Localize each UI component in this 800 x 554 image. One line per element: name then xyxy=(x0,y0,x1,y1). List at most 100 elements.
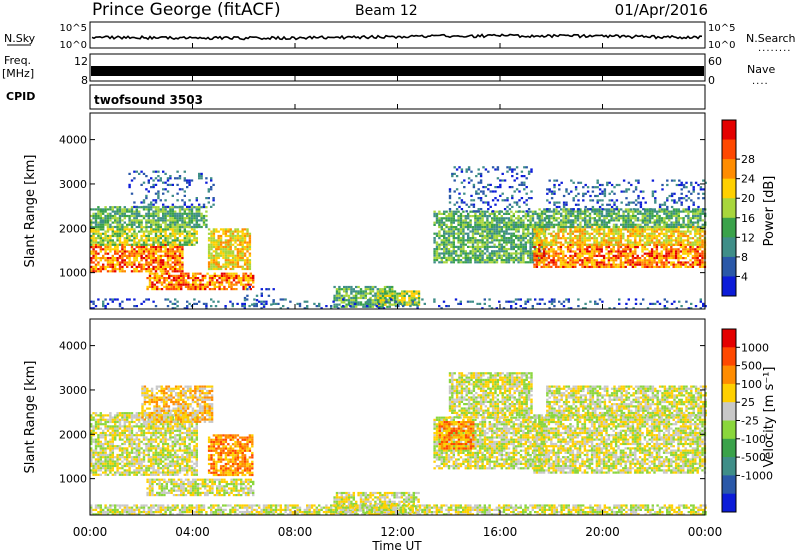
heatmap-cell xyxy=(682,239,685,242)
heatmap-cell xyxy=(174,241,177,244)
heatmap-cell xyxy=(369,288,372,291)
heatmap-cell xyxy=(602,254,606,257)
heatmap-cell xyxy=(670,246,673,249)
heatmap-cell xyxy=(443,243,446,246)
heatmap-cell xyxy=(486,223,489,226)
heatmap-cell xyxy=(157,246,160,249)
heatmap-cell xyxy=(658,243,661,246)
heatmap-cell xyxy=(130,214,134,218)
heatmap-cell xyxy=(511,197,514,200)
heatmap-cell xyxy=(467,212,470,215)
heatmap-cell xyxy=(150,261,153,264)
heatmap-cell xyxy=(128,252,131,255)
heatmap-cell xyxy=(655,257,659,260)
heatmap-cell xyxy=(689,225,692,229)
heatmap-cell xyxy=(564,265,567,268)
heatmap-cell xyxy=(600,263,603,266)
heatmap-cell xyxy=(267,288,271,291)
heatmap-cell xyxy=(462,234,465,237)
heatmap-cell xyxy=(602,259,606,262)
heatmap-cell xyxy=(576,237,579,240)
heatmap-cell xyxy=(169,252,172,255)
heatmap-cell xyxy=(691,228,695,231)
heatmap-cell xyxy=(491,226,494,229)
heatmap-cell xyxy=(391,303,394,306)
heatmap-cell xyxy=(164,252,167,255)
heatmap-cell xyxy=(138,206,141,209)
heatmap-cell xyxy=(615,223,618,226)
heatmap-cell xyxy=(569,259,572,262)
heatmap-cell xyxy=(459,232,463,235)
heatmap-cell xyxy=(171,239,174,242)
heatmap-cell xyxy=(464,215,467,218)
heatmap-cell xyxy=(135,212,138,215)
heatmap-cell xyxy=(398,294,401,297)
heatmap-cell xyxy=(552,243,555,246)
heatmap-cell xyxy=(162,230,165,233)
heatmap-cell xyxy=(538,239,541,242)
heatmap-cell xyxy=(249,283,252,286)
heatmap-cell xyxy=(648,261,651,264)
heatmap-cell xyxy=(206,283,209,286)
heatmap-cell xyxy=(157,248,160,251)
heatmap-cell xyxy=(355,305,358,308)
heatmap-cell xyxy=(655,226,659,229)
heatmap-cell xyxy=(234,245,237,249)
heatmap-cell xyxy=(511,205,514,208)
heatmap-cell xyxy=(338,288,341,291)
heatmap-cell xyxy=(682,223,685,226)
heatmap-cell xyxy=(166,259,170,262)
heatmap-cell xyxy=(471,215,475,218)
heatmap-cell xyxy=(600,241,603,244)
heatmap-cell xyxy=(236,248,240,251)
heatmap-cell xyxy=(218,283,221,286)
heatmap-cell xyxy=(190,232,194,235)
heatmap-cell xyxy=(651,225,654,229)
heatmap-cell xyxy=(215,230,218,233)
heatmap-cell xyxy=(186,234,189,238)
heatmap-cell xyxy=(531,210,535,213)
heatmap-cell xyxy=(663,201,667,204)
heatmap-cell xyxy=(617,228,620,231)
heatmap-cell xyxy=(162,181,165,184)
heatmap-cell xyxy=(608,203,611,206)
heatmap-cell xyxy=(109,219,112,222)
heatmap-cell xyxy=(97,263,100,266)
heatmap-cell xyxy=(564,261,567,264)
heatmap-cell xyxy=(165,279,168,282)
heatmap-cell xyxy=(574,252,577,255)
heatmap-cell xyxy=(391,294,394,297)
heatmap-cell xyxy=(483,237,487,240)
heatmap-cell xyxy=(116,259,119,262)
heatmap-cell xyxy=(201,288,204,291)
heatmap-cell xyxy=(512,245,515,248)
heatmap-cell xyxy=(210,243,213,246)
heatmap-cell xyxy=(192,285,195,288)
heatmap-cell xyxy=(104,246,107,249)
heatmap-cell xyxy=(500,248,503,251)
heatmap-cell xyxy=(672,225,676,229)
heatmap-cell xyxy=(581,250,584,253)
heatmap-cell xyxy=(355,296,358,300)
heatmap-cell xyxy=(467,239,470,242)
heatmap-cell xyxy=(493,261,496,264)
heatmap-cell xyxy=(224,254,228,257)
heatmap-cell xyxy=(629,228,632,231)
heatmap-cell xyxy=(574,210,577,213)
heatmap-cell xyxy=(182,283,185,286)
heatmap-cell xyxy=(102,210,105,213)
heatmap-cell xyxy=(169,243,172,246)
heatmap-cell xyxy=(527,226,530,229)
heatmap-cell xyxy=(486,230,489,233)
heatmap-cell xyxy=(174,232,177,235)
heatmap-cell xyxy=(186,243,189,246)
heatmap-cell xyxy=(569,219,572,222)
heatmap-cell xyxy=(157,228,160,231)
heatmap-cell xyxy=(97,241,100,244)
heatmap-cell xyxy=(627,181,631,184)
heatmap-cell xyxy=(522,230,525,233)
heatmap-cell xyxy=(90,268,93,271)
heatmap-cell xyxy=(123,210,126,213)
heatmap-cell xyxy=(190,225,194,229)
heatmap-cell xyxy=(180,274,183,277)
